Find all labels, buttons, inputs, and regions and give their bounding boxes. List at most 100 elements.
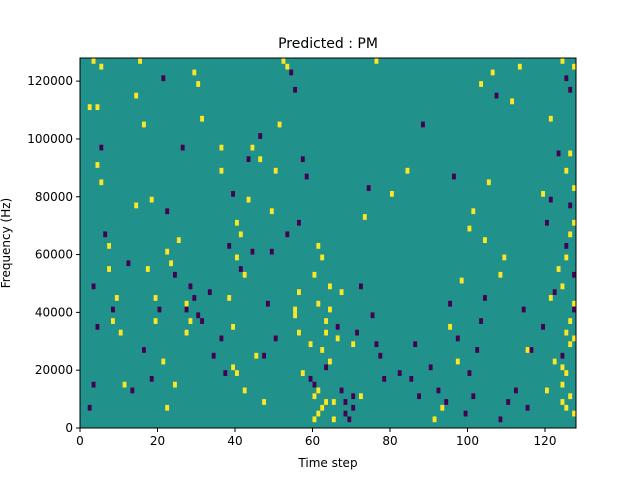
heatmap-cell-high: [572, 185, 576, 191]
heatmap-cell-low: [308, 375, 313, 382]
heatmap-cell-high: [324, 318, 328, 324]
heatmap-cell-low: [506, 399, 511, 405]
heatmap-cell-high: [560, 58, 565, 64]
heatmap-cell-high: [145, 266, 150, 272]
heatmap-cell-high: [560, 364, 565, 371]
heatmap-cell-low: [483, 295, 487, 301]
heatmap-cell-low: [347, 416, 352, 423]
heatmap-cell-low: [572, 306, 576, 313]
heatmap-cell-low: [200, 318, 204, 324]
heatmap-cell-high: [149, 196, 154, 203]
heatmap-cell-high: [320, 404, 325, 411]
heatmap-cell-high: [99, 179, 104, 186]
heatmap-cell-high: [572, 410, 576, 417]
heatmap-cell-high: [328, 358, 332, 365]
heatmap-cell-low: [366, 185, 371, 191]
heatmap-cell-high: [219, 167, 224, 174]
heatmap-cell-low: [238, 266, 243, 272]
plot-background: [80, 58, 576, 428]
heatmap-cell-low: [188, 283, 193, 290]
heatmap-cell-low: [525, 404, 530, 411]
heatmap-cell-high: [548, 115, 553, 122]
heatmap-cell-high: [258, 156, 263, 163]
heatmap-cell-low: [149, 375, 154, 382]
heatmap-cell-high: [87, 104, 92, 111]
heatmap-cell-high: [293, 312, 297, 319]
heatmap-cell-low: [184, 306, 189, 313]
heatmap-cell-low: [467, 370, 472, 376]
heatmap-cell-high: [200, 115, 204, 122]
heatmap-cell-high: [153, 295, 158, 301]
heatmap-cell-high: [548, 295, 553, 301]
heatmap-cell-low: [351, 393, 356, 400]
heatmap-cell-low: [471, 393, 476, 400]
heatmap-cell-high: [545, 387, 549, 394]
heatmap-cell-low: [374, 341, 379, 348]
heatmap-cell-low: [475, 347, 480, 353]
heatmap-cell-low: [266, 300, 270, 307]
heatmap-cell-high: [359, 393, 363, 400]
heatmap-cell-low: [223, 370, 228, 376]
heatmap-cell-high: [568, 231, 573, 238]
heatmap-cell-high: [138, 58, 142, 64]
x-tick-label: 120: [534, 434, 557, 448]
heatmap-cell-low: [521, 306, 526, 313]
heatmap-cell-high: [502, 254, 507, 261]
heatmap-cell-high: [479, 81, 483, 87]
heatmap-cell-high: [390, 190, 394, 197]
heatmap-cell-low: [180, 144, 185, 151]
heatmap-cell-low: [339, 387, 344, 394]
heatmap-cell-low: [99, 144, 104, 151]
heatmap-cell-low: [548, 196, 553, 203]
heatmap-cell-low: [343, 399, 348, 405]
heatmap-cell-high: [560, 399, 565, 405]
heatmap-cell-high: [91, 58, 96, 64]
heatmap-cell-high: [312, 416, 317, 423]
heatmap-cells: [87, 58, 576, 423]
heatmap-cell-high: [134, 92, 139, 99]
heatmap-cell-low: [564, 243, 569, 249]
heatmap-cell-high: [118, 329, 123, 336]
heatmap-cell-high: [564, 329, 569, 336]
heatmap-cell-low: [355, 329, 359, 336]
heatmap-cell-high: [455, 358, 460, 365]
heatmap-cell-low: [378, 352, 383, 359]
heatmap-cell-high: [107, 243, 111, 249]
heatmap-cell-low: [572, 271, 576, 278]
heatmap-cell-low: [568, 202, 573, 209]
heatmap-cell-high: [297, 289, 301, 296]
heatmap-cell-low: [258, 133, 263, 139]
heatmap-cell-high: [308, 341, 313, 348]
chart-title: Predicted : PM: [278, 36, 378, 52]
heatmap-cell-high: [568, 341, 573, 348]
heatmap-cell-high: [552, 358, 557, 365]
heatmap-cell-low: [192, 295, 197, 301]
heatmap-cell-low: [541, 323, 545, 330]
heatmap-cell-high: [328, 283, 332, 290]
heatmap-cell-high: [572, 219, 576, 226]
heatmap-cell-high: [335, 335, 340, 342]
heatmap-cell-high: [246, 196, 251, 203]
heatmap-cell-high: [99, 63, 104, 70]
heatmap-cell-low: [359, 283, 363, 290]
heatmap-cell-low: [324, 364, 328, 371]
heatmap-cell-high: [235, 219, 239, 226]
heatmap-cell-high: [316, 243, 321, 249]
heatmap-cell-low: [269, 248, 274, 255]
y-axis: 0 20000 40000 60000 80000 100000 120000: [27, 74, 80, 435]
heatmap-cell-low: [227, 243, 232, 249]
y-axis-label: Frequency (Hz): [0, 198, 13, 289]
heatmap-cell-high: [560, 381, 565, 388]
heatmap-cell-high: [568, 393, 573, 400]
heatmap-cell-high: [153, 318, 158, 324]
y-tick-label: 20000: [35, 363, 73, 377]
heatmap-cell-low: [297, 219, 301, 226]
heatmap-cell-high: [277, 121, 282, 128]
x-tick-label: 100: [456, 434, 479, 448]
heatmap-cell-low: [165, 208, 170, 215]
heatmap-cell-high: [525, 347, 530, 353]
heatmap-cell-low: [564, 75, 569, 82]
heatmap-cell-low: [211, 352, 216, 359]
heatmap-cell-high: [293, 306, 297, 313]
heatmap-cell-high: [320, 347, 325, 353]
